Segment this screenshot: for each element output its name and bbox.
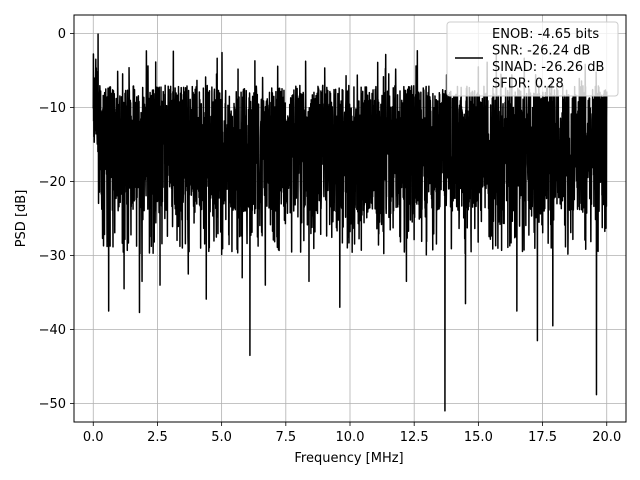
x-axis-label: Frequency [MHz] (294, 451, 403, 466)
x-tick-label: 7.5 (275, 430, 296, 445)
y-tick-label: −50 (39, 397, 66, 412)
x-tick-label: 0.0 (83, 430, 104, 445)
legend-entry: SFDR: 0.28 (492, 77, 564, 92)
y-tick-label: −10 (39, 101, 66, 116)
legend-entry: SNR: -26.24 dB (492, 44, 590, 59)
y-tick-label: −40 (39, 323, 66, 338)
x-tick-label: 5.0 (211, 430, 232, 445)
x-tick-label: 2.5 (147, 430, 168, 445)
x-tick-label: 20.0 (592, 430, 621, 445)
plot-area (92, 33, 608, 412)
y-axis-label: PSD [dB] (14, 190, 29, 248)
y-tick-label: −20 (39, 175, 66, 190)
legend-entry: ENOB: -4.65 bits (492, 27, 599, 42)
x-tick-label: 10.0 (336, 430, 365, 445)
legend-box (446, 21, 619, 97)
y-tick-label: 0 (58, 27, 66, 42)
x-tick-label: 17.5 (528, 430, 557, 445)
ticks: 0.0 2.5 5.0 7.5 10.0 12.5 15.0 17.5 20.0 0 −10 −20 −… (39, 27, 622, 445)
x-tick-label: 15.0 (464, 430, 493, 445)
psd-series-line (92, 33, 608, 412)
y-tick-label: −30 (39, 249, 66, 264)
x-tick-label: 12.5 (400, 430, 429, 445)
legend-entry: SINAD: -26.26 dB (492, 60, 604, 75)
